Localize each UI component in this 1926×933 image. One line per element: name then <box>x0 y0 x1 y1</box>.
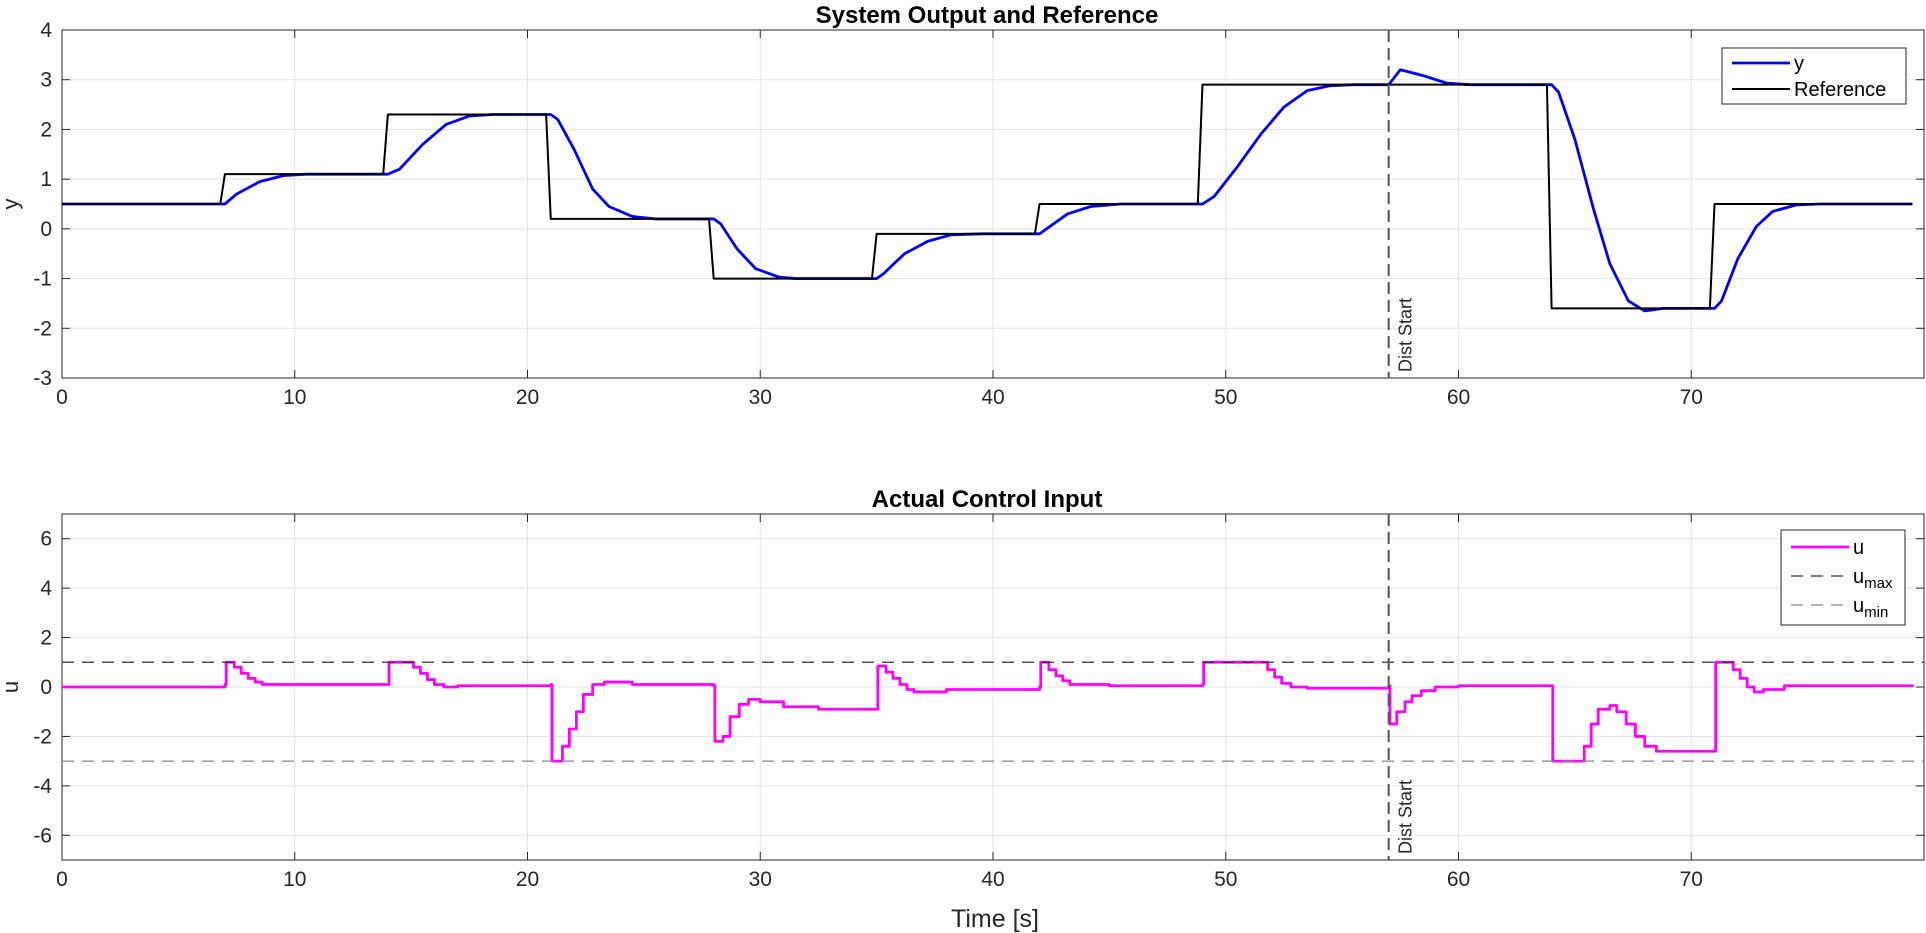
y-tick-label: 6 <box>40 528 52 551</box>
x-tick-label: 70 <box>1680 868 1703 891</box>
legend-label: y <box>1794 53 1804 75</box>
legend-label: u <box>1853 537 1864 559</box>
x-tick-label: 70 <box>1680 386 1703 409</box>
y-tick-label: -1 <box>33 268 52 291</box>
y-tick-label: 0 <box>40 218 52 241</box>
y-tick-label: 4 <box>40 577 52 600</box>
x-tick-label: 30 <box>749 868 772 891</box>
y-tick-label: 1 <box>40 168 52 191</box>
y-tick-label: 0 <box>40 676 52 699</box>
series-line-y <box>62 68 1913 313</box>
series-line-u <box>62 660 1914 763</box>
y-tick-label: 4 <box>40 19 52 42</box>
y-tick-label: -3 <box>33 367 52 390</box>
legend-label: umin <box>1853 595 1888 621</box>
x-tick-label: 20 <box>516 386 539 409</box>
y-tick-label: -2 <box>33 725 52 748</box>
x-tick-label: 60 <box>1447 868 1470 891</box>
x-tick-label: 30 <box>749 386 772 409</box>
legend-label: Reference <box>1794 79 1886 101</box>
plot-series-group <box>62 68 1913 313</box>
y-tick-label: 3 <box>40 69 52 92</box>
y-tick-label: 2 <box>40 627 52 650</box>
legend-label: umax <box>1853 566 1893 592</box>
chart-title: Actual Control Input <box>872 486 1103 513</box>
bottom-axes-control-input: 0 10 20 30 40 50 60 70 -6 -4 -2 0 2 4 6 Actual Control … <box>0 486 1925 933</box>
x-tick-label: 10 <box>283 386 306 409</box>
legend-box <box>1721 47 1907 105</box>
x-tick-label: 50 <box>1214 868 1237 891</box>
chart-title: System Output and Reference <box>816 2 1159 29</box>
x-tick-label: 0 <box>56 386 68 409</box>
top-axes-system-output: 0 10 20 30 40 50 60 70 -3 -2 -1 0 1 2 3 4 System Output … <box>0 2 1925 409</box>
y-tick-label: 2 <box>40 118 52 141</box>
dist-start-label: Dist Start <box>1396 298 1416 372</box>
y-tick-label: -6 <box>33 824 52 847</box>
x-axis-label: Time [s] <box>951 905 1039 933</box>
x-tick-label: 10 <box>283 868 306 891</box>
y-tick-label: -4 <box>33 775 52 798</box>
y-axis-label: y <box>0 199 23 210</box>
x-tick-label: 20 <box>516 868 539 891</box>
y-axis-label: u <box>0 681 23 693</box>
series-line-reference <box>62 83 1913 310</box>
dist-start-label: Dist Start <box>1396 780 1416 854</box>
x-tick-label: 40 <box>981 386 1004 409</box>
x-tick-label: 50 <box>1214 386 1237 409</box>
y-tick-label: -2 <box>33 317 52 340</box>
x-tick-label: 60 <box>1447 386 1470 409</box>
x-tick-label: 40 <box>981 868 1004 891</box>
x-tick-label: 0 <box>56 868 68 891</box>
plot-series-group <box>62 660 1924 763</box>
